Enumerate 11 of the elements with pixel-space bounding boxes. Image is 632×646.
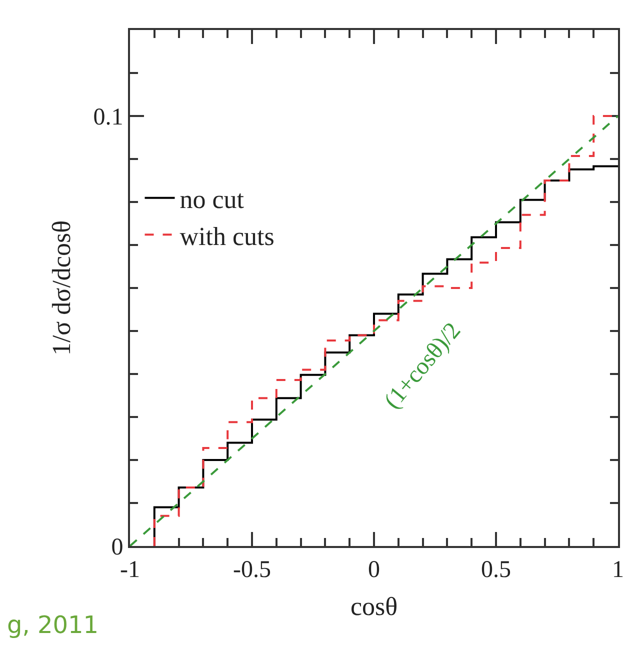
x-tick-label: -1 (120, 556, 140, 583)
x-tick-label: 0.5 (481, 556, 511, 583)
x-axis-title: cosθ (350, 592, 398, 621)
x-tick-label: 1 (612, 556, 624, 583)
y-tick-label: 0.1 (93, 104, 124, 130)
legend-label: with cuts (180, 222, 274, 251)
y-axis-title: 1/σ dσ/dcosθ (47, 220, 76, 356)
x-tick-label: 0 (368, 556, 380, 583)
text: g, 2011 (7, 611, 99, 639)
legend-label: no cut (180, 185, 245, 214)
x-tick-label: -0.5 (233, 556, 271, 583)
